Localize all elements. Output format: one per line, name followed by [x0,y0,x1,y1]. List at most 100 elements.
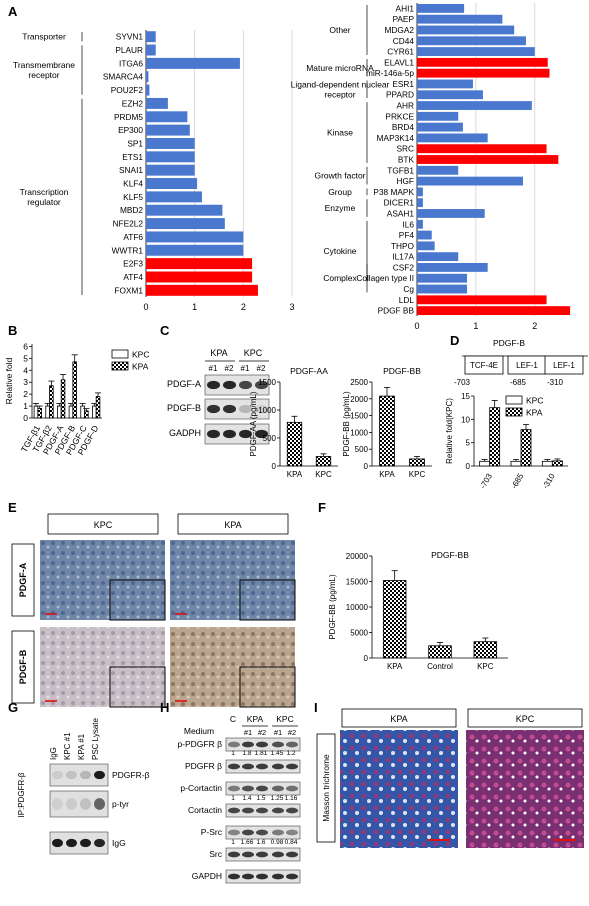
quant-label: 1.4 [242,795,251,802]
chart-title: PDGF-BB [383,366,421,376]
category-label: MDGA2 [384,25,414,35]
bar [417,101,532,110]
blot-band [52,770,63,780]
group-label: Cytokine [323,246,356,256]
group-label: Enzyme [325,203,356,213]
column-header-box [341,708,457,728]
y-tick-label: 1500 [258,378,276,387]
group-label-line: Other [329,25,350,35]
bar [417,295,547,305]
y-tick-label: 1 [23,401,28,411]
panel-e: E KPC KPA PDGF-A PDGF-B [8,500,296,708]
lane-label: PSC Lysate [91,718,100,760]
bar [417,90,483,100]
chart-d: 0 5 10 15 Relative fold(KPC) -703 -685 -310 KPC K… [445,392,568,490]
group-label-line: Growth factor [314,171,365,181]
quant-label: 1 [231,750,235,757]
bar [417,198,423,208]
blot-band [272,829,284,836]
category-label: SYVN1 [116,32,144,42]
x-tick-label: 3 [289,302,294,312]
category-label: CSF2 [393,262,415,272]
category-label: PRDM5 [114,112,143,122]
legend-swatch [111,349,129,359]
blot-band [228,741,240,748]
y-tick-label: 0 [23,413,28,423]
blot-band [256,829,268,836]
blot-strip [204,398,270,420]
row-header-box [11,630,35,704]
quant-label: 1.2 [286,750,295,757]
ihc-inset [109,579,166,621]
bar [146,218,225,230]
group-label: KPA [210,348,227,358]
quant-label: 1.25 [271,795,284,802]
bar [510,460,522,467]
ip-label: IP:PDGFR-β [17,772,26,817]
y-tick-label: 10 [461,415,470,424]
column-header-box [177,513,289,535]
blot-band [242,807,254,814]
row-label: GAPDH [192,871,222,881]
panel-label-f: F [318,500,326,515]
blot-band [255,380,268,390]
bar [417,273,468,283]
row-label: GADPH [169,428,201,438]
panel-label-h: H [160,700,169,715]
row-label: p-PDGFR β [177,739,222,749]
x-tick-label: 1 [473,321,478,331]
bar [33,405,39,419]
blot-band [286,763,298,770]
blot-band [256,873,268,880]
legend-swatch [505,395,523,405]
bar [146,151,195,163]
y-tick-label: 1500 [350,412,368,421]
category-label: PRKCE [385,111,414,121]
column-header: KPA [390,714,407,724]
row-header: PDGF-A [18,562,28,597]
medium-label: Medium [184,726,214,736]
blot-strip [49,831,109,855]
group-label-line: receptor [324,89,355,99]
category-label: CD44 [393,36,415,46]
y-tick-label: 15 [461,392,470,401]
category-label: PAEP [392,14,414,24]
group-label: Transporter [22,32,66,42]
row-header-box [11,543,35,617]
category-label: E2F3 [123,259,143,269]
category-label: BRD4 [392,122,415,132]
lane-label: #1 [244,728,252,737]
category-label: TGFB1 [387,165,414,175]
blot-band [94,770,105,780]
category-label: PPARD [386,90,414,100]
bar [146,204,223,216]
chart-f: 0 5000 10000 15000 20000 PDGF-BB (pg/mL) PDGF-… [328,550,508,671]
blot-band [242,785,254,792]
bar [541,460,553,467]
category-label: EZH2 [122,98,144,108]
y-tick-label: 10000 [346,603,369,612]
column-header-box [467,708,583,728]
blot-band [228,829,240,836]
category-label: SMARCA4 [103,72,143,82]
bar [146,191,202,203]
panel-g: G IgG KPC #1 KPA #1 PSC Lysate IP:PDGFR-β PDG… [8,700,150,855]
group-label: KPC [244,348,263,358]
category-label: HGF [396,176,414,186]
category-label: ELAVL1 [384,57,414,67]
quant-label: 1.81 [255,750,268,757]
blot-band [256,763,268,770]
category-label: AHI1 [396,3,415,13]
legend-label: KPA [526,408,543,418]
blot-band [272,763,284,770]
bar [286,421,303,467]
blot-band [228,807,240,814]
position-label: -310 [547,378,564,387]
category-label: IL6 [402,219,414,229]
y-tick-label: 1000 [258,406,276,415]
ihc-inset [239,666,296,708]
bar [417,133,488,143]
category-label: PF4 [399,230,415,240]
